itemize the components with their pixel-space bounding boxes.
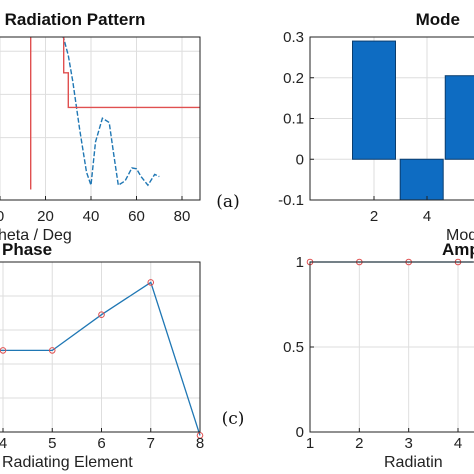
x-axis-label: Radiatin bbox=[384, 454, 443, 471]
x-tick-label: 60 bbox=[128, 208, 145, 225]
data-point bbox=[196, 432, 204, 439]
x-tick-label: 80 bbox=[174, 208, 191, 225]
x-tick-label: 0 bbox=[0, 208, 4, 225]
phase-line bbox=[0, 281, 201, 436]
x-tick-label: 4 bbox=[0, 435, 7, 452]
panel-label: (c) bbox=[222, 409, 245, 429]
x-axis-label: Mode bbox=[446, 227, 474, 244]
axes-frame-a bbox=[0, 36, 201, 201]
x-tick-label: 6 bbox=[97, 435, 105, 452]
x-tick-label: 40 bbox=[83, 208, 100, 225]
bar bbox=[399, 158, 444, 201]
x-tick-label: 5 bbox=[48, 435, 56, 452]
chart-title: Mode bbox=[416, 10, 460, 29]
x-tick-label: 4 bbox=[454, 435, 462, 452]
x-tick-label: 2 bbox=[370, 208, 378, 225]
y-tick-label: 0.5 bbox=[283, 339, 304, 356]
x-axis-label: Radiating Element bbox=[2, 454, 133, 471]
x-tick-label: 20 bbox=[37, 208, 54, 225]
y-tick-label: 1 bbox=[296, 254, 304, 271]
bar bbox=[444, 75, 474, 160]
x-tick-label: 2 bbox=[355, 435, 363, 452]
y-tick-label: -0.1 bbox=[278, 192, 304, 209]
x-tick-label: 4 bbox=[423, 208, 431, 225]
chart-title: Amp bbox=[442, 240, 474, 259]
y-tick-label: 0.2 bbox=[283, 70, 304, 87]
data-point bbox=[48, 347, 56, 354]
y-tick-label: 0.3 bbox=[283, 29, 304, 46]
series-line-pattern bbox=[62, 37, 160, 187]
y-tick-label: 0 bbox=[296, 151, 304, 168]
x-tick-label: 8 bbox=[196, 435, 204, 452]
x-tick-label: 1 bbox=[306, 435, 314, 452]
axes-frame-c bbox=[0, 261, 201, 433]
chart-title: Phase bbox=[2, 240, 52, 259]
chart-title: Radiation Pattern bbox=[5, 10, 146, 29]
y-tick-label: 0 bbox=[296, 424, 304, 441]
panel-label: (a) bbox=[216, 192, 239, 212]
data-point bbox=[0, 347, 7, 354]
series-line-mask bbox=[30, 37, 200, 190]
bar bbox=[352, 40, 396, 160]
data-point bbox=[147, 279, 155, 286]
y-tick-label: 0.1 bbox=[283, 111, 304, 128]
x-axis-label: Theta / Deg bbox=[0, 227, 72, 244]
x-tick-label: 7 bbox=[147, 435, 155, 452]
x-tick-label: 3 bbox=[404, 435, 412, 452]
data-point bbox=[98, 311, 105, 319]
